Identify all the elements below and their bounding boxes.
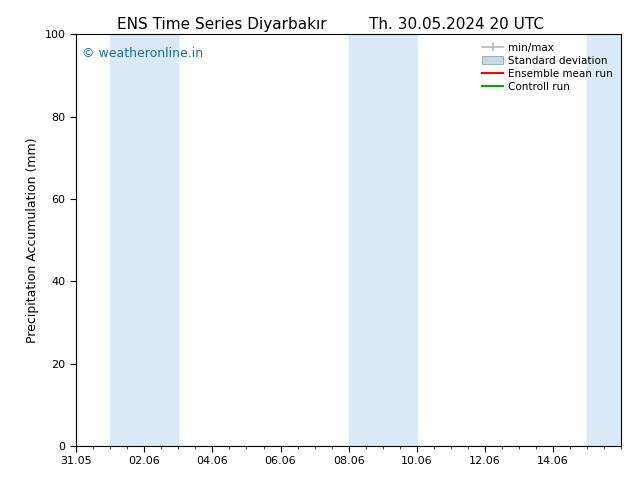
Bar <box>349 34 417 446</box>
Legend: min/max, Standard deviation, Ensemble mean run, Controll run: min/max, Standard deviation, Ensemble me… <box>479 40 616 95</box>
Bar <box>110 34 178 446</box>
Text: ENS Time Series Diyarbakır: ENS Time Series Diyarbakır <box>117 17 327 32</box>
Bar <box>587 34 621 446</box>
Text: © weatheronline.in: © weatheronline.in <box>82 47 203 60</box>
Text: Th. 30.05.2024 20 UTC: Th. 30.05.2024 20 UTC <box>369 17 544 32</box>
Y-axis label: Precipitation Accumulation (mm): Precipitation Accumulation (mm) <box>26 137 39 343</box>
